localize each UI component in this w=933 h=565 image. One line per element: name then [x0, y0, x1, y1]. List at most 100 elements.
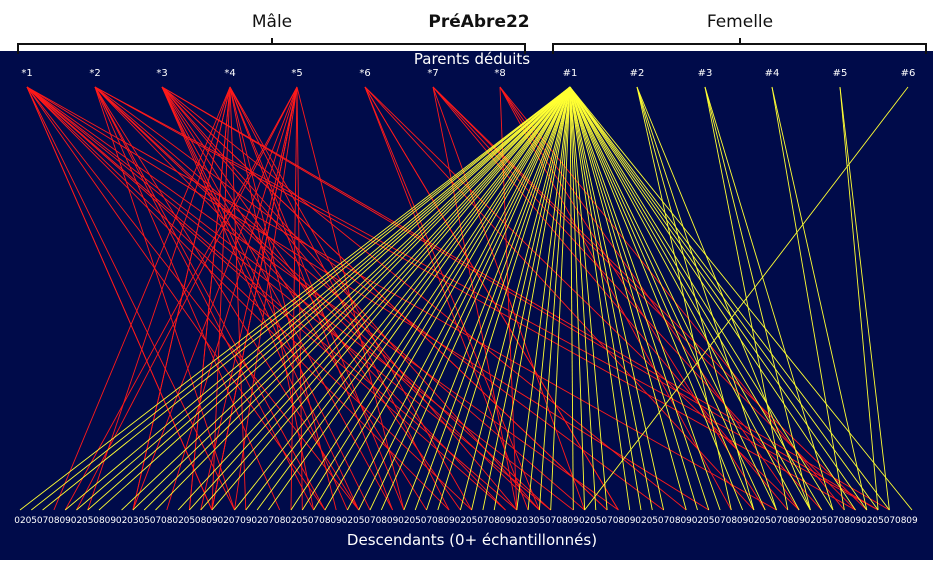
- male-pedigree-line: [432, 86, 856, 511]
- female-pedigree-line: [121, 86, 571, 511]
- offspring-label: 02: [748, 516, 759, 526]
- offspring-label: 09: [105, 516, 117, 526]
- offspring-label: 09: [568, 516, 580, 526]
- offspring-labels: 02 05 07 08 09 02 05 08 09 02 03 05 07 08 02 05 08 09 02 07…: [14, 516, 918, 526]
- female-pedigree-line: [839, 86, 879, 511]
- female-pedigree-line: [569, 86, 631, 511]
- male-pedigree-line: [364, 86, 529, 511]
- female-pedigree-line: [569, 86, 642, 511]
- female-pedigree-line: [569, 86, 868, 511]
- offspring-label: 07: [229, 516, 240, 526]
- female-pedigree-line: [569, 86, 597, 511]
- male-pedigree-line: [364, 86, 800, 511]
- male-parent-label: *3: [156, 68, 167, 79]
- female-pedigree-line: [569, 86, 710, 511]
- female-pedigree-line: [636, 86, 732, 511]
- offspring-label: 08: [195, 516, 207, 526]
- female-pedigree-line: [569, 86, 744, 511]
- male-pedigree-line: [53, 86, 231, 511]
- parents-axis-title: Parents déduits: [414, 50, 530, 68]
- male-pedigree-line: [94, 86, 235, 511]
- male-pedigree-line: [290, 86, 298, 511]
- female-pedigree-line: [42, 86, 571, 511]
- offspring-label: 08: [319, 516, 331, 526]
- female-pedigree-line: [189, 86, 571, 511]
- offspring-label: 07: [884, 516, 895, 526]
- offspring-label: 08: [556, 516, 568, 526]
- female-pedigree-line: [538, 86, 571, 511]
- female-pedigree-line: [234, 86, 571, 511]
- female-parent-label: #3: [698, 68, 713, 79]
- offspring-label: 07: [827, 516, 838, 526]
- male-pedigree-line: [26, 86, 326, 511]
- offspring-label: 08: [895, 516, 907, 526]
- female-header: Femelle: [707, 12, 773, 32]
- male-pedigree-line: [499, 86, 518, 511]
- female-parent-label: #2: [630, 68, 645, 79]
- female-pedigree-line: [155, 86, 571, 511]
- offspring-label: 09: [850, 516, 862, 526]
- male-pedigree-line: [94, 86, 314, 511]
- female-pedigree-line: [268, 86, 571, 511]
- offspring-label: 07: [421, 516, 432, 526]
- offspring-label: 08: [161, 516, 173, 526]
- female-pedigree-line: [380, 86, 571, 511]
- female-pedigree-line: [636, 86, 755, 511]
- offspring-label: 09: [330, 516, 342, 526]
- female-pedigree-line: [839, 86, 890, 511]
- male-pedigree-line: [26, 86, 551, 511]
- female-pedigree-line: [516, 86, 571, 511]
- female-pedigree-line: [704, 86, 811, 511]
- offspring-label: 08: [669, 516, 681, 526]
- female-pedigree-line: [569, 86, 586, 511]
- male-pedigree-line: [26, 86, 213, 511]
- female-pedigree-line: [550, 86, 571, 511]
- offspring-label: 02: [116, 516, 127, 526]
- offspring-label: 07: [714, 516, 725, 526]
- offspring-label: 07: [364, 516, 375, 526]
- offspring-label: 02: [861, 516, 872, 526]
- female-pedigree-line: [569, 86, 721, 511]
- offspring-label: 02: [251, 516, 262, 526]
- female-pedigree-line: [569, 86, 665, 511]
- male-pedigree-line: [432, 86, 518, 511]
- female-pedigree-line: [177, 86, 571, 511]
- female-parent-label: #5: [833, 68, 848, 79]
- offspring-label: 02: [805, 516, 816, 526]
- offspring-label: 07: [150, 516, 161, 526]
- female-pedigree-line: [482, 86, 571, 511]
- male-pedigree-line: [161, 86, 687, 511]
- female-pedigree-line: [569, 86, 608, 511]
- offspring-axis-title: Descendants (0+ échantillonnés): [347, 531, 597, 549]
- offspring-label: 09: [443, 516, 455, 526]
- female-pedigree-line: [636, 86, 777, 511]
- female-pedigree-line: [569, 86, 834, 511]
- male-pedigree-line: [296, 86, 405, 511]
- offspring-label: 09: [906, 516, 918, 526]
- offspring-label: 05: [184, 516, 195, 526]
- offspring-label: 05: [138, 516, 149, 526]
- offspring-label: 05: [816, 516, 827, 526]
- male-pedigree-line: [211, 86, 298, 511]
- offspring-label: 05: [26, 516, 37, 526]
- female-pedigree-line: [403, 86, 571, 511]
- offspring-label: 08: [782, 516, 794, 526]
- offspring-label: 08: [274, 516, 286, 526]
- female-pedigree-line: [358, 86, 571, 511]
- male-parent-label: *6: [359, 68, 370, 79]
- offspring-label: 05: [466, 516, 477, 526]
- male-pedigree-line: [364, 86, 619, 511]
- male-pedigree-line: [364, 86, 540, 511]
- parent-labels: *1 *2 *3 *4 *5 *6 *7 *8 #1 #2 #3 #4 #5 #6: [21, 68, 915, 79]
- female-pedigree-line: [200, 86, 571, 511]
- male-pedigree-line: [132, 86, 298, 511]
- male-pedigree-line: [64, 86, 298, 511]
- female-parent-label: #6: [901, 68, 916, 79]
- male-bracket: [17, 38, 526, 54]
- female-pedigree-line: [569, 86, 755, 511]
- offspring-label: 09: [793, 516, 805, 526]
- pedigree-lines: [19, 86, 913, 511]
- female-pedigree-line: [19, 86, 571, 511]
- offspring-label: 02: [14, 516, 25, 526]
